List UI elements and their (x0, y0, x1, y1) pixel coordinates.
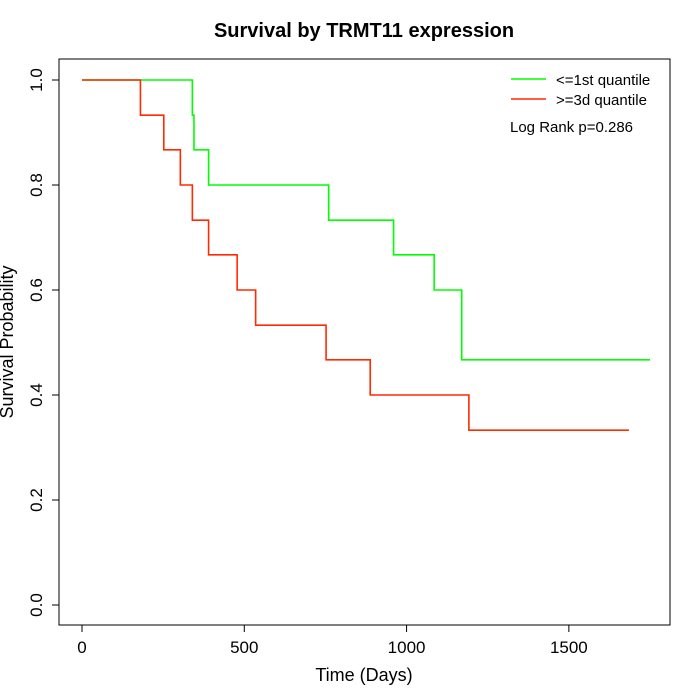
legend-label-series-2: >=3d quantile (556, 92, 647, 109)
x-tick-label: 0 (77, 638, 86, 657)
x-axis-label: Time (Days) (315, 665, 412, 685)
series-line-1 (82, 79, 650, 361)
legend-label-series-1: <=1st quantile (556, 72, 650, 89)
y-axis-label: Survival Probability (0, 265, 17, 418)
x-tick-label: 1500 (550, 638, 588, 657)
legend: <=1st quantile >=3d quantile (511, 72, 650, 109)
y-tick-label: 0.6 (27, 278, 46, 302)
series-layer (82, 79, 650, 431)
chart-title: Survival by TRMT11 expression (214, 20, 514, 42)
y-axis: 0.0 0.2 0.4 0.6 0.8 1.0 (27, 68, 60, 617)
y-tick-label: 0.2 (27, 488, 46, 512)
y-tick-label: 1.0 (27, 68, 46, 92)
y-tick-label: 0.8 (27, 173, 46, 197)
log-rank-annotation: Log Rank p=0.286 (510, 119, 633, 136)
x-axis: 0 500 1000 1500 (77, 624, 588, 657)
y-tick-label: 0.4 (27, 383, 46, 407)
series-line-2 (82, 79, 629, 431)
y-tick-label: 0.0 (27, 593, 46, 617)
x-tick-label: 1000 (388, 638, 426, 657)
x-tick-label: 500 (230, 638, 258, 657)
plot-frame (58, 58, 671, 626)
